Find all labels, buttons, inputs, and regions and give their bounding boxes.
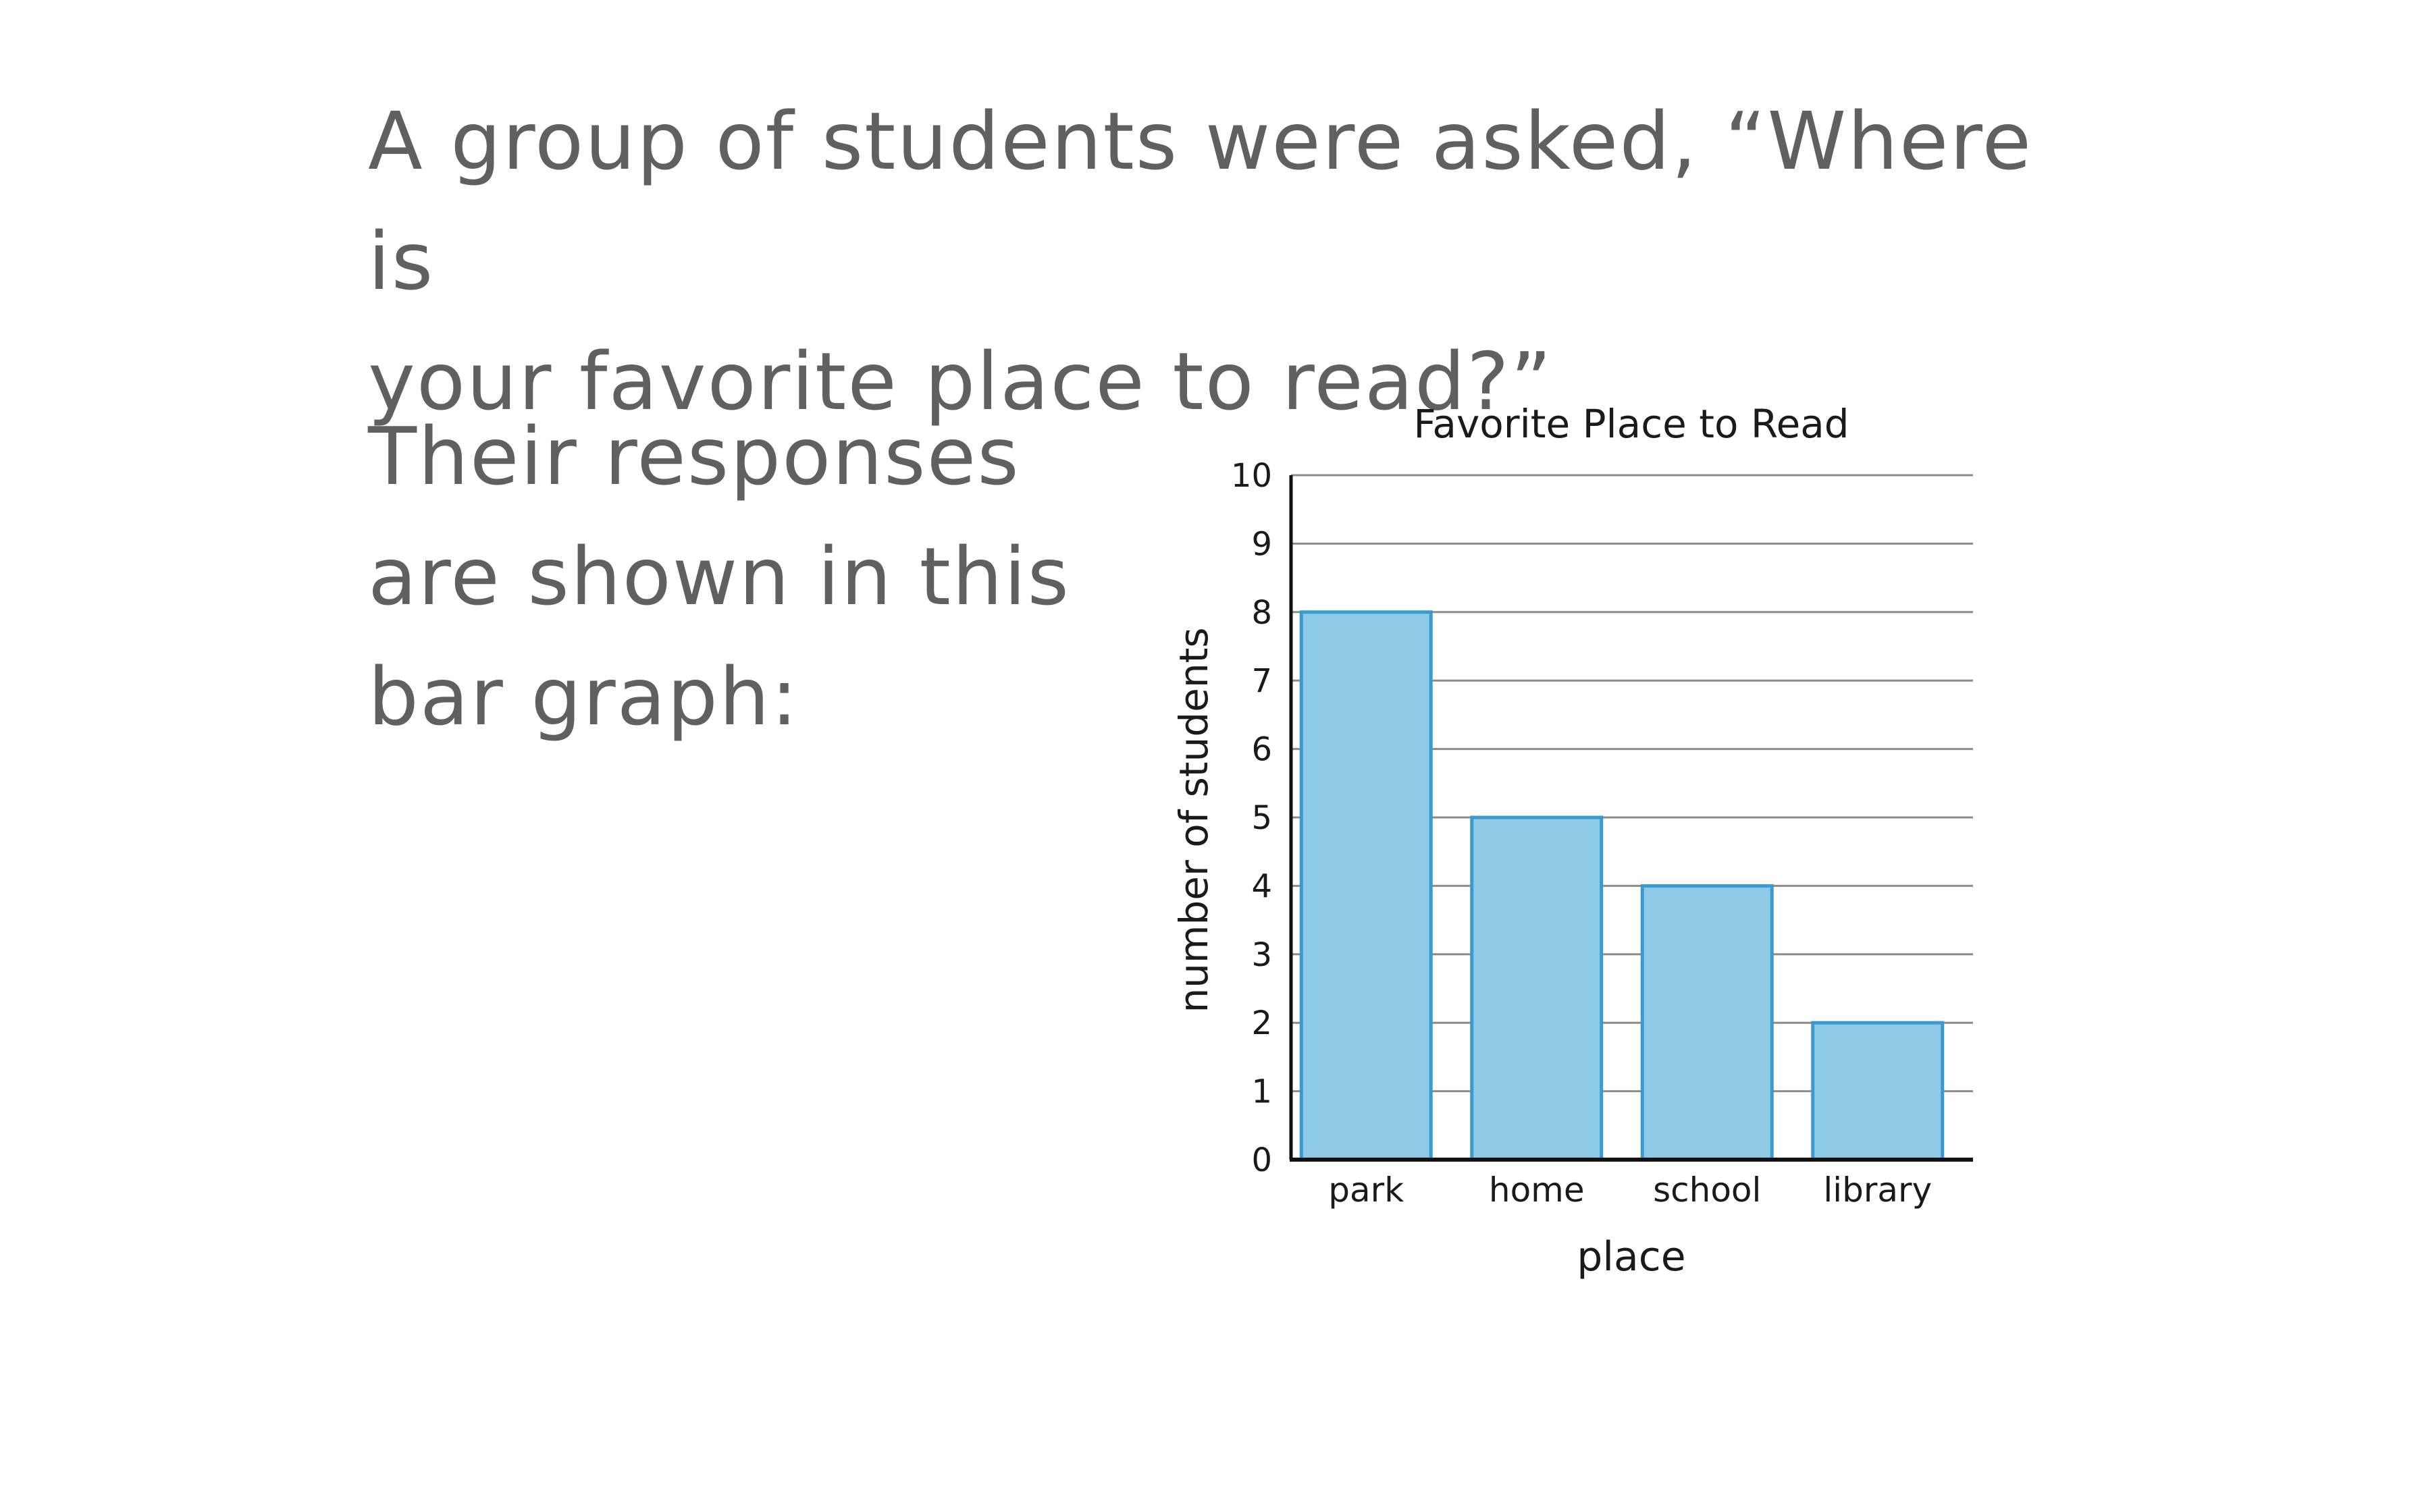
x-axis-label: place (1577, 1233, 1685, 1280)
y-tick-label: 5 (1251, 799, 1272, 837)
bar-library (1811, 1021, 1945, 1162)
x-tick-label-park: park (1328, 1170, 1404, 1210)
y-tick-label: 2 (1251, 1004, 1272, 1042)
x-tick-label-home: home (1489, 1170, 1585, 1210)
intro-line-3: bar graph: (368, 650, 799, 743)
question-line-2: your favorite place to read?” (368, 335, 1553, 428)
y-tick-label: 4 (1251, 867, 1272, 905)
x-tick-label-library: library (1823, 1170, 1932, 1210)
question-text: A group of students were asked, “Where i… (368, 81, 2124, 441)
x-tick-labels: park home school library (1328, 1170, 1932, 1210)
y-tick-label: 8 (1251, 594, 1272, 632)
y-tick-label: 6 (1251, 731, 1272, 769)
intro-line-1: Their responses (368, 410, 1020, 503)
bar-school (1640, 884, 1774, 1162)
y-tick-label: 0 (1251, 1141, 1272, 1179)
chart-bars (1299, 610, 1945, 1162)
intro-text: Their responses are shown in this bar gr… (368, 396, 1111, 757)
bar-park (1299, 610, 1433, 1162)
y-tick-label: 3 (1251, 936, 1272, 974)
bar-chart: Favorite Place to Read 0 1 2 3 4 5 6 7 8 9 10 park… (1171, 401, 1973, 1280)
question-line-1: A group of students were asked, “Where i… (368, 94, 2033, 308)
chart-title: Favorite Place to Read (1413, 401, 1849, 447)
x-tick-label-school: school (1653, 1170, 1761, 1210)
intro-line-2: are shown in this (368, 530, 1070, 623)
bar-home (1470, 815, 1604, 1162)
y-tick-label: 7 (1251, 662, 1272, 700)
y-tick-label: 1 (1251, 1073, 1272, 1111)
y-axis-label: number of students (1171, 627, 1217, 1013)
y-tick-label: 9 (1251, 525, 1272, 563)
y-tick-labels: 0 1 2 3 4 5 6 7 8 9 10 (1231, 457, 1272, 1179)
y-tick-label: 10 (1231, 457, 1272, 495)
